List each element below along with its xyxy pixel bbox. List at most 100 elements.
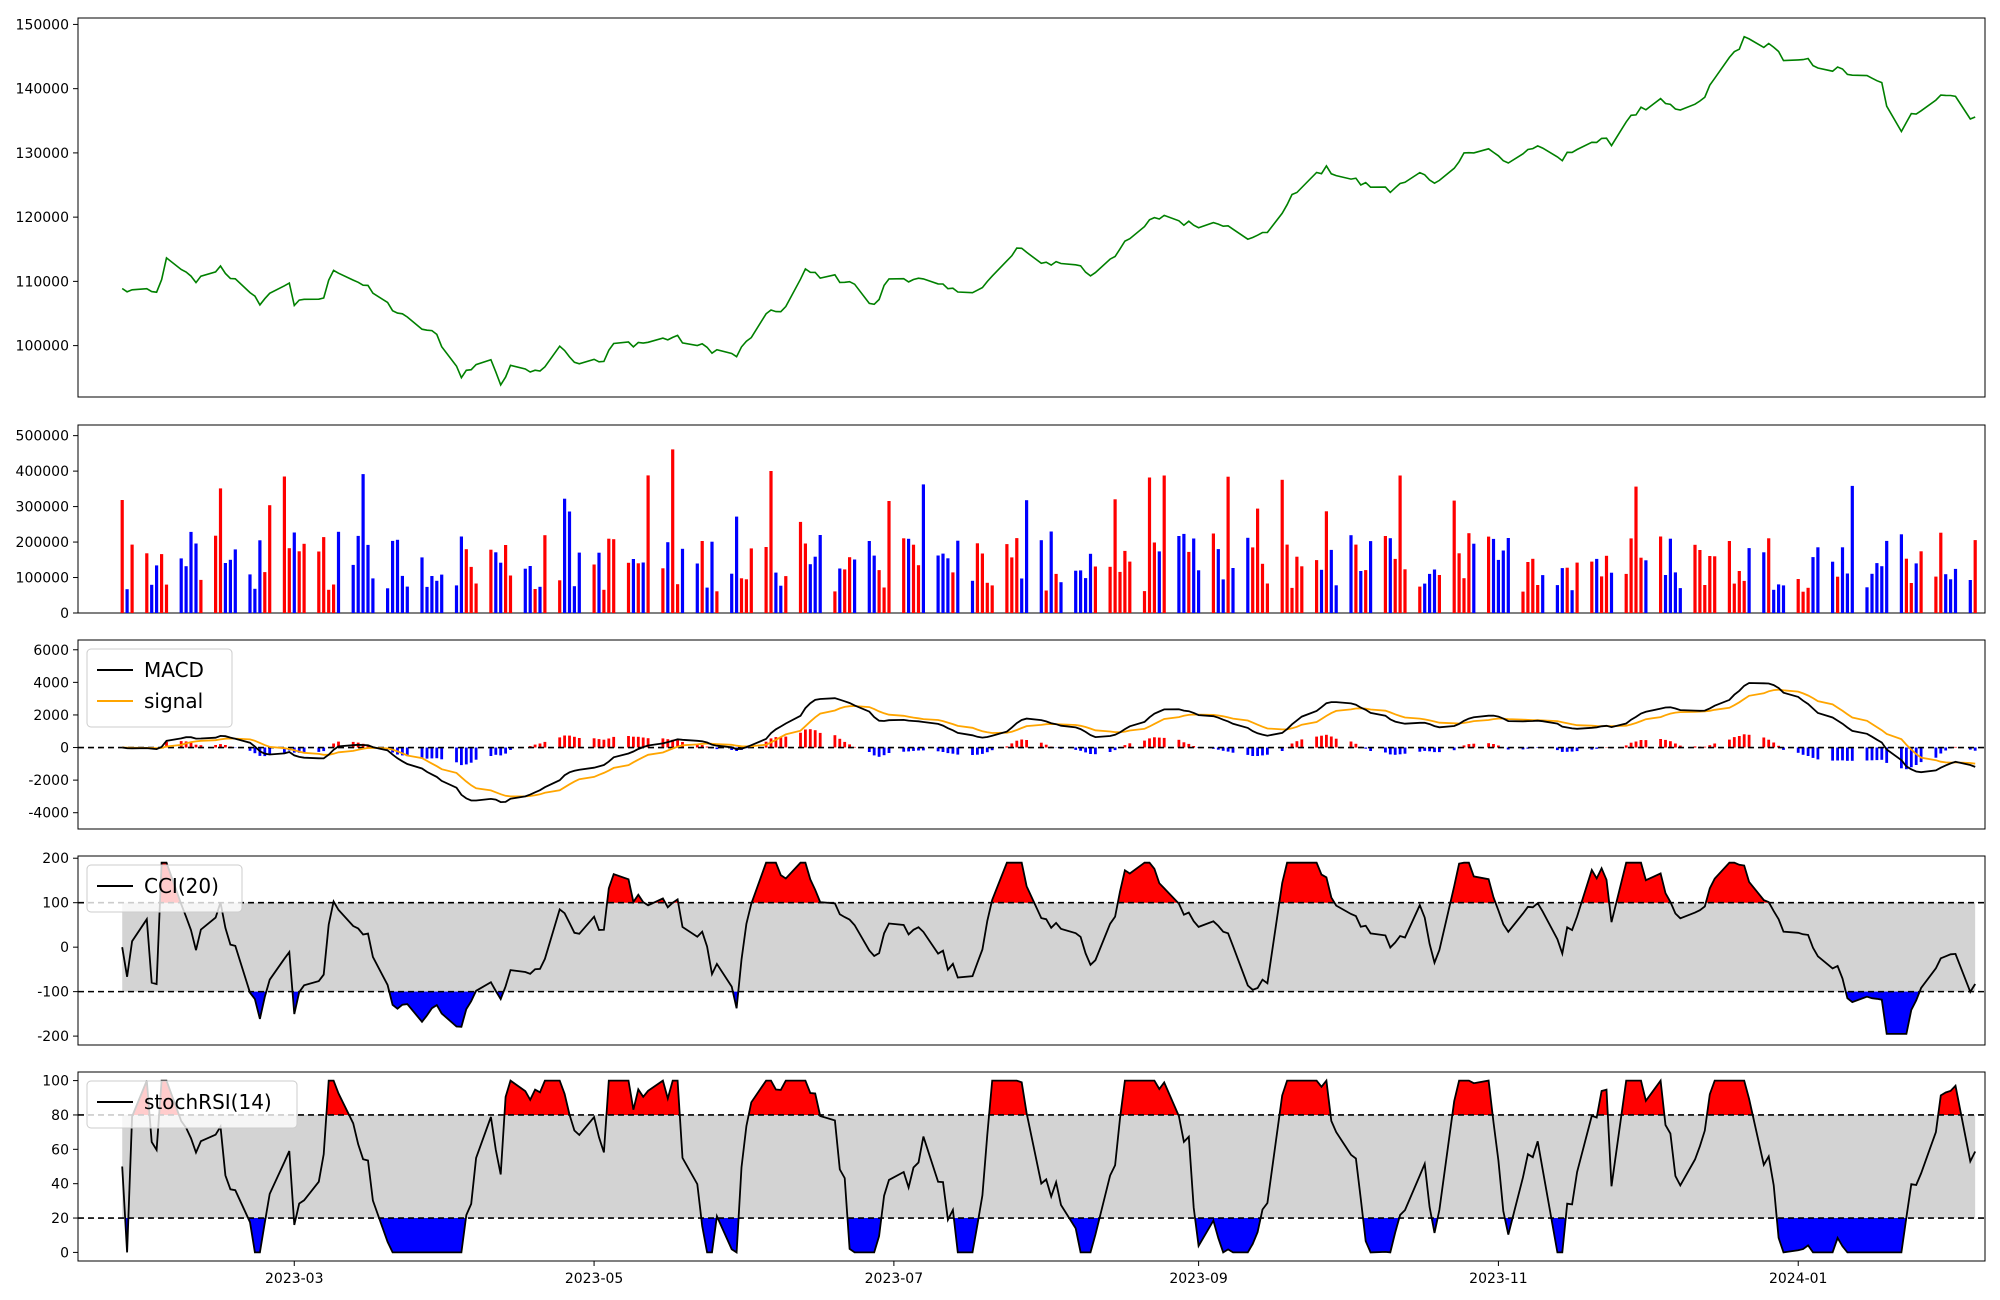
macd-histogram-bar	[499, 747, 503, 756]
macd-histogram-bar	[936, 747, 940, 752]
volume-bar	[739, 578, 744, 613]
volume-bar	[1496, 559, 1500, 613]
volume-bar	[218, 488, 223, 613]
volume-bar	[975, 543, 979, 613]
volume-bar	[1796, 579, 1800, 613]
volume-bar	[1192, 538, 1196, 613]
stochrsi-ytick-label: 60	[51, 1142, 69, 1158]
volume-bar	[454, 585, 459, 613]
volume-bar	[1329, 549, 1333, 613]
volume-bar	[130, 544, 134, 613]
macd-histogram-bar	[1261, 747, 1264, 756]
macd-histogram-bar	[1565, 747, 1569, 752]
volume-bar	[936, 555, 940, 613]
volume-bar	[543, 535, 547, 613]
volume-bar	[1713, 556, 1717, 613]
volume-bar	[366, 544, 370, 613]
volume-bar	[1462, 578, 1466, 613]
macd-histogram-bar	[1669, 741, 1672, 748]
volume-bar	[150, 584, 154, 613]
volume-bar	[853, 559, 857, 613]
macd-histogram-bar	[464, 747, 468, 765]
volume-bar	[567, 511, 572, 613]
macd-histogram-bar	[1216, 747, 1220, 750]
macd-histogram-bar	[1846, 747, 1849, 761]
macd-histogram-bar	[1162, 737, 1166, 748]
macd-histogram-bar	[573, 736, 576, 748]
macd-histogram-bar	[224, 745, 227, 748]
macd-histogram-bar	[1944, 747, 1948, 751]
volume-bar	[1732, 583, 1736, 613]
stochrsi-overbought-fill	[1452, 1080, 1493, 1115]
volume-bar	[263, 572, 267, 613]
macd-histogram-bar	[705, 746, 709, 748]
macd-histogram-bar	[730, 747, 734, 750]
macd-histogram-bar	[774, 737, 778, 748]
macd-histogram-bar	[1472, 743, 1476, 748]
volume-bar	[1157, 551, 1161, 613]
macd-histogram-bar	[1226, 747, 1230, 752]
macd-histogram-bar	[332, 743, 335, 748]
volume-bar	[1880, 566, 1884, 613]
volume-bar	[233, 549, 237, 613]
volume-bar	[533, 589, 537, 613]
volume-bar	[1939, 532, 1943, 613]
volume-bar	[1909, 583, 1913, 613]
macd-histogram-bar	[317, 747, 321, 752]
volume-ytick-label: 400000	[16, 464, 69, 480]
volume-bar	[1772, 589, 1776, 613]
volume-bar	[371, 578, 375, 613]
volume-bar	[258, 540, 262, 613]
volume-bar	[838, 568, 842, 613]
volume-bar	[1093, 566, 1097, 613]
volume-bar	[803, 543, 807, 613]
macd-histogram-bar	[1005, 746, 1009, 748]
macd-histogram-bar	[1772, 742, 1776, 748]
volume-bar	[1487, 536, 1491, 613]
macd-histogram-bar	[1536, 747, 1540, 748]
volume-bar	[779, 585, 783, 613]
volume-bar	[1781, 585, 1786, 613]
cci-ytick-label: -100	[37, 985, 69, 1001]
macd-histogram-bar	[700, 745, 704, 748]
stochrsi-overbought-fill	[1597, 1089, 1608, 1115]
volume-bar	[1624, 573, 1628, 613]
macd-histogram-bar	[263, 747, 267, 757]
macd-histogram-bar	[607, 738, 611, 748]
macd-histogram-bar	[715, 747, 719, 750]
macd-histogram-bar	[504, 747, 507, 754]
macd-histogram-bar	[641, 737, 645, 748]
macd-histogram-bar	[1742, 734, 1746, 748]
volume-bar	[1108, 566, 1112, 613]
macd-histogram-bar	[843, 741, 847, 748]
volume-bar	[494, 552, 498, 613]
stochrsi-overbought-fill	[1621, 1080, 1665, 1115]
stochrsi-oversold-fill	[1195, 1218, 1261, 1253]
volume-bar	[391, 540, 395, 613]
volume-bar	[1128, 561, 1132, 613]
macd-histogram-bar	[455, 747, 458, 763]
macd-histogram-bar	[946, 747, 950, 754]
volume-bar	[1521, 591, 1525, 613]
macd-histogram-bar	[612, 736, 616, 748]
macd-histogram-bar	[1521, 747, 1525, 750]
volume-bar	[1432, 569, 1437, 613]
volume-bar	[1088, 553, 1093, 613]
volume-bar	[1560, 568, 1564, 613]
volume-bar	[1251, 547, 1255, 613]
macd-histogram-bar	[533, 744, 537, 748]
macd-histogram-bar	[941, 747, 945, 752]
volume-bar	[395, 539, 400, 613]
macd-ytick-label: 2000	[33, 708, 69, 724]
volume-bar	[1246, 537, 1250, 613]
volume-bar	[1703, 585, 1707, 613]
macd-histogram-bar	[268, 747, 272, 755]
cci-panel: -200 -100 0 100 200 CCI(20)	[37, 851, 1986, 1046]
volume-bar	[985, 582, 989, 613]
volume-bar	[504, 545, 508, 613]
macd-histogram-bar	[1708, 745, 1712, 748]
volume-bar	[440, 574, 444, 613]
volume-bar	[671, 449, 675, 613]
macd-ytick-label: 0	[60, 741, 69, 757]
volume-bar	[1418, 586, 1422, 613]
